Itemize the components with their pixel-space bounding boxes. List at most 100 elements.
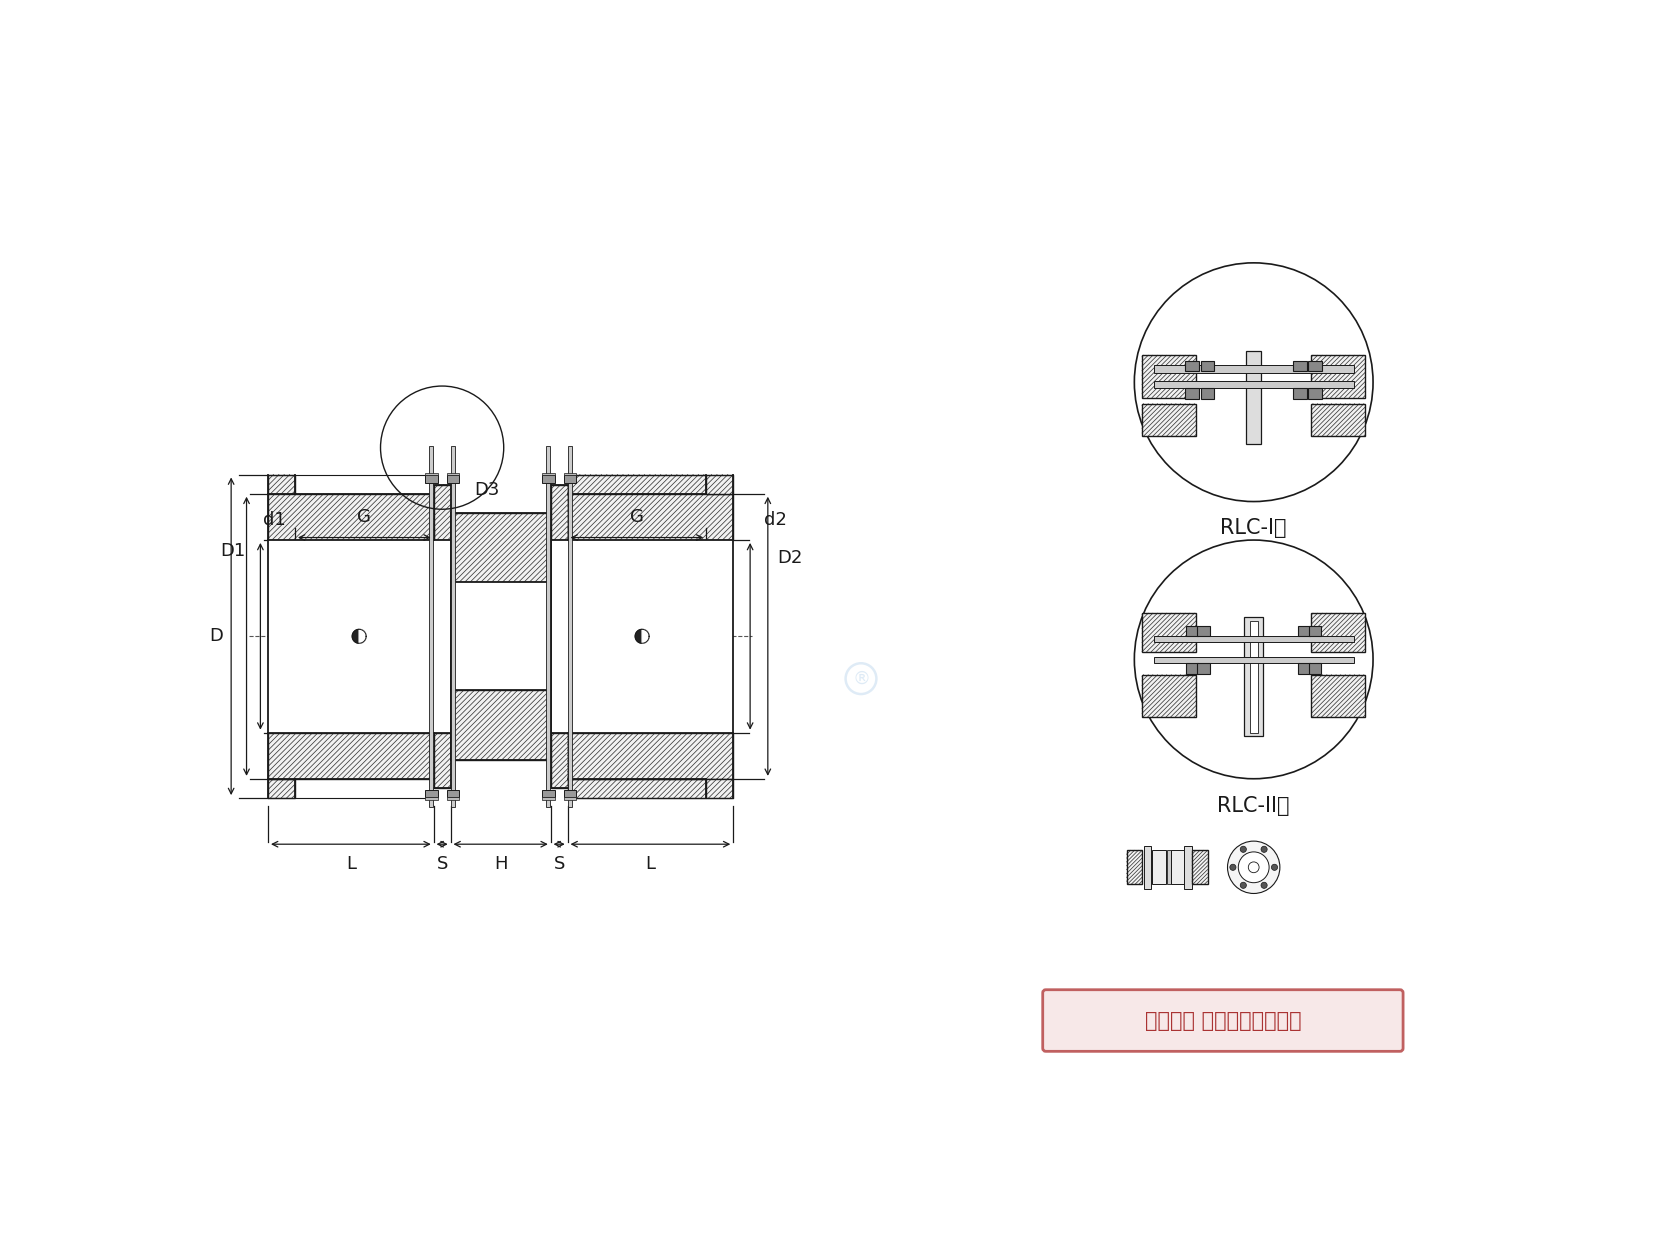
Circle shape	[1230, 864, 1236, 871]
Bar	[1309, 360, 1322, 372]
Bar	[1154, 658, 1354, 663]
Bar	[1142, 675, 1196, 717]
Bar	[425, 790, 437, 798]
Bar	[450, 513, 551, 582]
Bar	[447, 472, 459, 475]
Circle shape	[1272, 864, 1277, 871]
Bar	[543, 798, 554, 800]
Text: G: G	[358, 508, 371, 525]
Bar	[269, 779, 296, 798]
FancyBboxPatch shape	[1043, 990, 1403, 1051]
Text: D1: D1	[220, 542, 245, 559]
Bar	[1297, 663, 1310, 674]
Bar	[1294, 360, 1307, 372]
Bar	[1312, 675, 1366, 717]
Bar	[1198, 625, 1210, 636]
Bar	[433, 732, 450, 788]
Bar	[1201, 388, 1215, 399]
Text: G: G	[630, 508, 643, 525]
Bar	[1186, 663, 1198, 674]
Bar	[543, 790, 554, 798]
Bar	[433, 541, 450, 732]
Bar	[269, 732, 433, 779]
Bar	[433, 485, 450, 541]
Bar	[568, 446, 571, 808]
Bar	[1184, 845, 1193, 888]
Text: d1: d1	[262, 512, 286, 529]
Bar	[1309, 625, 1322, 636]
Bar	[1184, 360, 1200, 372]
Bar	[568, 494, 732, 541]
Bar	[1193, 850, 1208, 885]
Circle shape	[1262, 882, 1267, 888]
Text: 版权所有 侵权必被严厕追究: 版权所有 侵权必被严厕追究	[1144, 1011, 1302, 1031]
Bar	[1309, 388, 1322, 399]
Bar	[568, 732, 732, 779]
Polygon shape	[360, 630, 366, 643]
Bar	[447, 475, 459, 483]
Bar	[1154, 636, 1354, 643]
Circle shape	[1134, 263, 1373, 501]
Bar	[568, 541, 732, 732]
Bar	[564, 472, 576, 475]
Bar	[551, 541, 568, 732]
Bar	[1154, 381, 1354, 388]
Bar	[1312, 614, 1366, 651]
Bar	[1152, 850, 1166, 885]
Bar	[1142, 614, 1196, 651]
Bar	[564, 475, 576, 483]
Circle shape	[1238, 852, 1268, 883]
Bar	[1142, 403, 1196, 436]
Bar	[1127, 850, 1142, 885]
Text: ®: ®	[852, 669, 870, 688]
Text: H: H	[494, 856, 507, 873]
Bar	[1312, 403, 1366, 436]
Text: d2: d2	[764, 512, 786, 529]
Circle shape	[1248, 862, 1258, 873]
Text: RLC-II型: RLC-II型	[1218, 796, 1290, 815]
Bar	[568, 475, 706, 494]
Bar	[1186, 625, 1198, 636]
Bar	[1142, 355, 1196, 398]
Bar	[1201, 360, 1215, 372]
Bar	[1250, 621, 1258, 732]
Polygon shape	[353, 630, 366, 643]
Bar	[425, 475, 437, 483]
Bar	[1144, 845, 1151, 888]
Bar	[564, 798, 576, 800]
Bar	[1245, 617, 1263, 736]
Bar	[269, 475, 296, 494]
Bar	[568, 779, 706, 798]
Bar	[1184, 388, 1200, 399]
Bar	[430, 446, 433, 808]
Bar	[546, 446, 551, 808]
Bar	[269, 541, 433, 732]
Circle shape	[1240, 882, 1247, 888]
Bar	[543, 472, 554, 475]
Text: L: L	[645, 856, 655, 873]
Polygon shape	[635, 630, 648, 643]
Bar	[706, 779, 732, 798]
Bar	[447, 790, 459, 798]
Text: D3: D3	[474, 481, 499, 499]
Bar	[706, 475, 732, 494]
Bar	[425, 472, 437, 475]
Circle shape	[1240, 847, 1247, 852]
Bar	[425, 798, 437, 800]
Circle shape	[1228, 842, 1280, 893]
Bar	[551, 485, 568, 541]
Bar	[1294, 388, 1307, 399]
Bar	[1154, 365, 1354, 373]
Polygon shape	[642, 630, 648, 643]
Bar	[1166, 850, 1171, 885]
Circle shape	[1134, 541, 1373, 779]
Text: S: S	[437, 856, 449, 873]
Bar	[1247, 352, 1262, 444]
Text: L: L	[346, 856, 356, 873]
Circle shape	[1262, 847, 1267, 852]
Text: RLC-I型: RLC-I型	[1220, 519, 1287, 538]
Bar	[450, 690, 551, 760]
Bar	[269, 494, 433, 541]
Bar	[543, 475, 554, 483]
Bar	[450, 446, 455, 808]
